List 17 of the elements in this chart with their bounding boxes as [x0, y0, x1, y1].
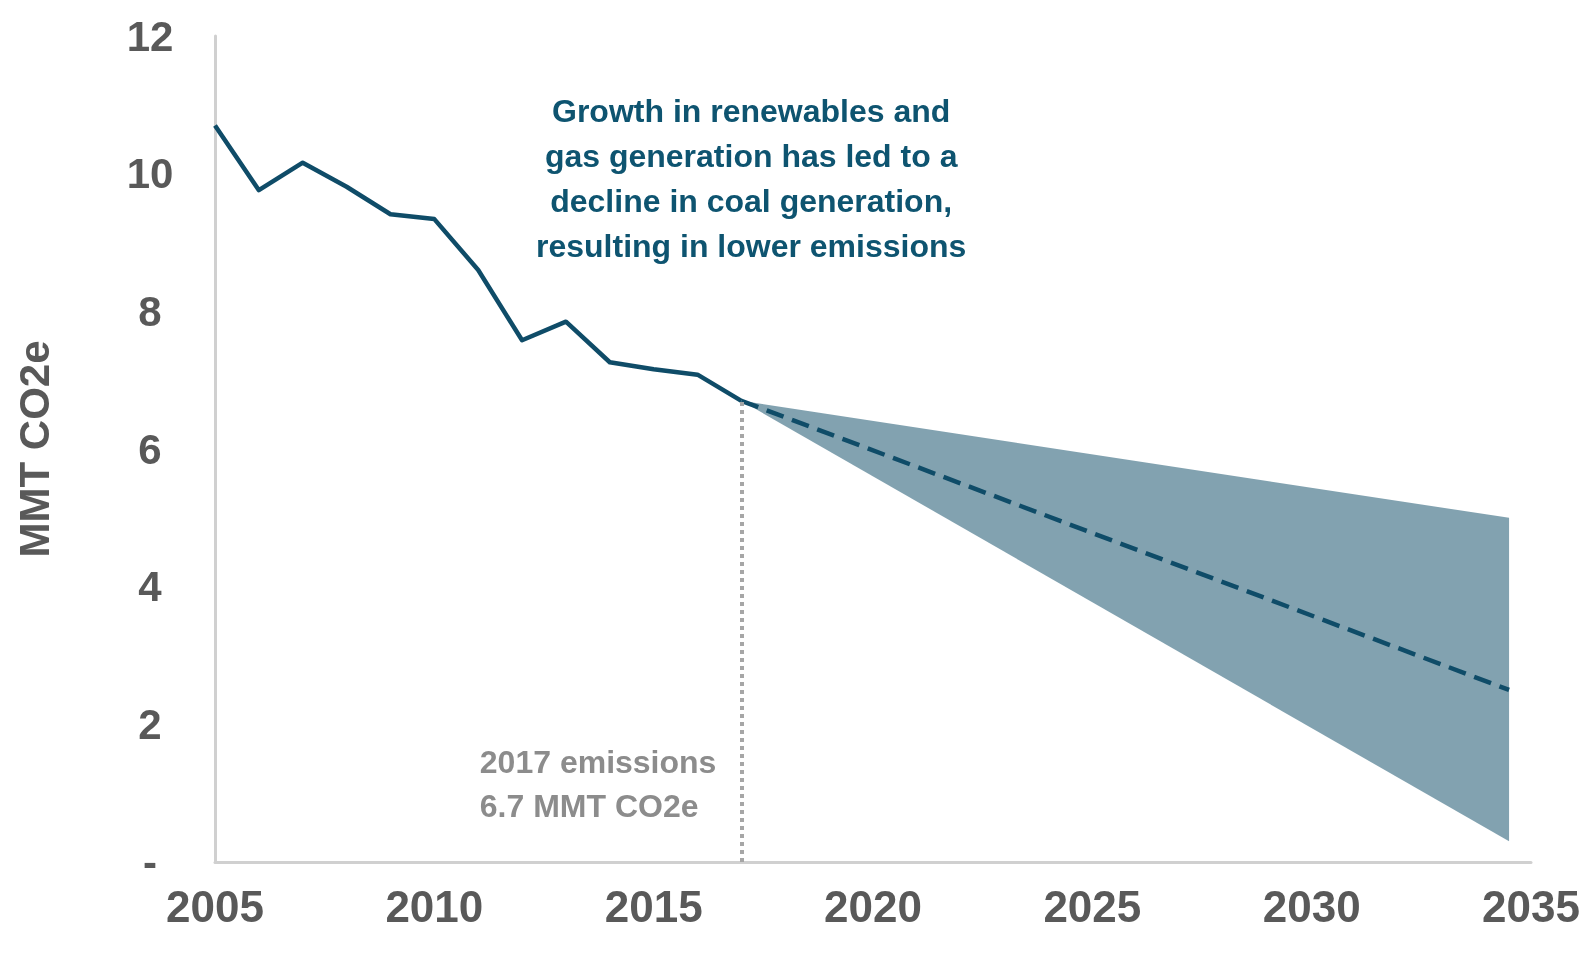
y-axis-title: MMT CO2e: [10, 340, 58, 558]
x-tick-label: 2035: [1482, 881, 1580, 931]
y-tick-label: 8: [138, 287, 162, 335]
x-tick-label: 2015: [604, 881, 703, 931]
x-tick-label: 2025: [1043, 881, 1142, 931]
y-tick-label: 12: [126, 12, 174, 60]
x-tick-label: 2030: [1262, 881, 1361, 931]
x-tick-label: 2005: [166, 881, 264, 931]
y-tick-label: 4: [138, 563, 163, 611]
y-tick-label: 10: [126, 150, 174, 198]
y-tick-label: -: [143, 838, 157, 886]
ref-line-label: 2017 emissions 6.7 MMT CO2e: [479, 744, 717, 824]
x-tick-label: 2020: [824, 881, 922, 931]
y-tick-label: 2: [138, 700, 162, 748]
annotation: Growth in renewables and gas generation has led to a decline in coal generation, resulting in lower emissions: [536, 92, 967, 264]
y-tick-label: 6: [138, 425, 162, 473]
x-tick-label: 2010: [385, 881, 484, 931]
